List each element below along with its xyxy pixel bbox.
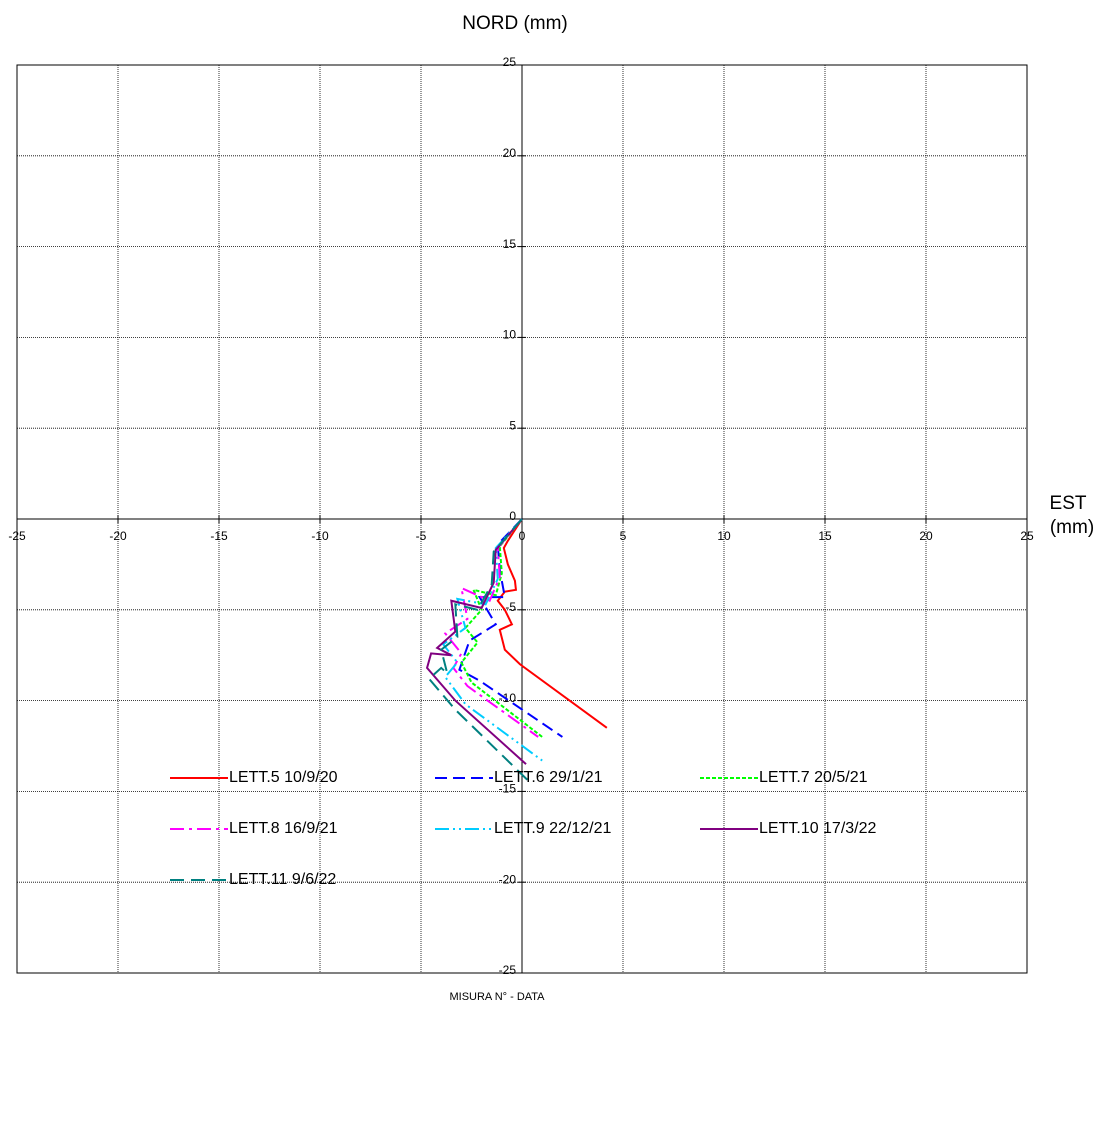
x-axis-label: EST [1050,493,1087,514]
y-tick-label: 10 [503,328,517,342]
legend-label: LETT.10 17/3/22 [759,820,877,837]
x-tick-label: 15 [818,529,832,543]
x-tick-label: 10 [717,529,731,543]
legend-label: LETT.5 10/9/20 [229,769,338,786]
x-tick-label: -10 [311,529,329,543]
data-line [460,518,543,738]
legend-label: LETT.8 16/9/21 [229,820,338,837]
x-tick-label: 25 [1020,529,1034,543]
data-line [443,518,539,738]
legend-label: LETT.6 29/1/21 [494,769,603,786]
x-tick-label: 5 [620,529,627,543]
legend-label: LETT.11 9/6/22 [229,871,336,888]
data-line [425,518,527,765]
y-tick-label: -20 [499,872,517,886]
x-tick-label: -5 [416,529,427,543]
y-tick-label: 20 [503,146,517,160]
y-tick-label: 0 [509,509,516,523]
legend-label: LETT.7 20/5/21 [759,769,868,786]
x-tick-label: 20 [919,529,933,543]
y-tick-label: -10 [499,691,517,705]
legend-label: LETT.9 22/12/21 [494,820,612,837]
x-tick-label: -15 [210,529,228,543]
y-tick-label: -5 [505,600,516,614]
y-tick-label: 25 [503,55,517,69]
legend-title: MISURA N° - DATA [449,991,545,1003]
x-tick-label: -20 [109,529,127,543]
data-line [441,518,543,762]
y-tick-label: 5 [509,418,516,432]
y-tick-label: -15 [499,782,517,796]
chart-title: NORD (mm) [462,13,568,34]
data-line [427,518,529,782]
x-tick-label: -25 [8,529,26,543]
y-tick-label: -25 [499,963,517,977]
x-axis-label: (mm) [1050,517,1094,538]
x-tick-label: 0 [519,529,526,543]
y-tick-label: 15 [503,237,517,251]
